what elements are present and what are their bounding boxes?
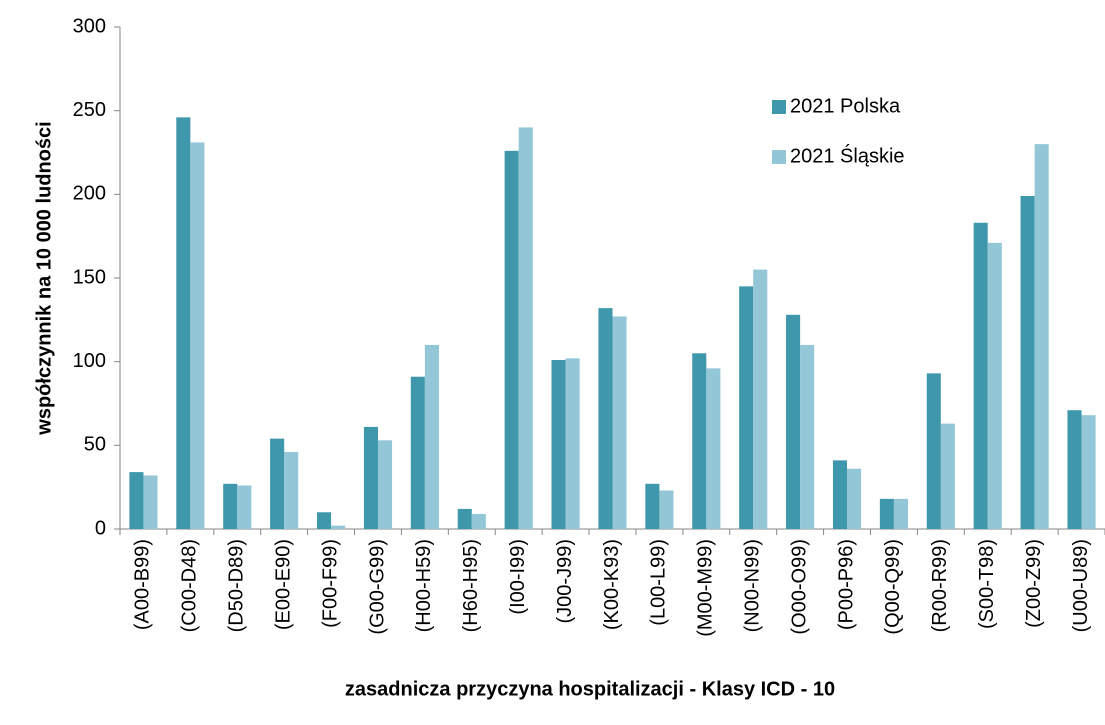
- x-tick-label: (A00-B99): [132, 539, 154, 630]
- legend-swatch: [772, 100, 786, 114]
- bar: [1034, 144, 1049, 529]
- x-tick-label: (Z00-Z99): [1023, 539, 1045, 628]
- bar: [1067, 410, 1082, 529]
- bar: [739, 286, 754, 529]
- x-tick-label: (L00-L99): [648, 539, 670, 626]
- bar: [800, 344, 815, 529]
- x-tick-label: (J00-J99): [554, 539, 576, 623]
- bar: [504, 150, 519, 529]
- x-tick-label: (K00-K93): [601, 539, 623, 630]
- bar: [987, 242, 1002, 530]
- bar: [237, 485, 252, 529]
- bar: [331, 525, 346, 529]
- x-tick-label: (G00-G99): [366, 539, 388, 635]
- x-tick-label: (O00-O99): [788, 539, 810, 635]
- x-tick-label: (F00-F99): [319, 539, 341, 628]
- legend-label: 2021 Śląskie: [790, 143, 905, 167]
- bar: [223, 483, 238, 529]
- bar: [786, 314, 801, 529]
- bar: [565, 358, 580, 529]
- x-tick-label: (Q00-Q99): [882, 539, 904, 635]
- x-tick-label: (H00-H59): [413, 539, 435, 632]
- bar: [1020, 196, 1035, 530]
- y-tick-label: 150: [73, 266, 106, 288]
- x-tick-label: (N00-N99): [741, 539, 763, 632]
- bar: [363, 426, 378, 529]
- x-tick-label: (H60-H95): [460, 539, 482, 632]
- x-axis-title: zasadnicza przyczyna hospitalizacji - Kl…: [345, 678, 835, 700]
- bar: [879, 498, 894, 529]
- bar: [551, 359, 566, 529]
- x-tick-label: (S00-T98): [976, 539, 998, 629]
- bar: [645, 483, 660, 529]
- bar: [1081, 415, 1096, 529]
- bar: [424, 344, 439, 529]
- bar: [457, 508, 472, 529]
- bar: [270, 438, 285, 529]
- y-tick-label: 100: [73, 350, 106, 372]
- bar: [317, 512, 332, 529]
- y-tick-label: 50: [84, 434, 106, 456]
- x-tick-label: (I00-I99): [507, 539, 529, 615]
- x-tick-label: (D50-D89): [226, 539, 248, 632]
- x-tick-label: (P00-P96): [835, 539, 857, 630]
- bar: [847, 468, 862, 529]
- bar: [659, 490, 674, 529]
- bar: [893, 498, 908, 529]
- x-tick-label: (U00-U89): [1070, 539, 1092, 632]
- bar: [143, 475, 158, 529]
- x-tick-label: (R00-R99): [929, 539, 951, 632]
- bar: [926, 373, 941, 529]
- y-tick-label: 250: [73, 99, 106, 121]
- bar: [832, 460, 848, 529]
- legend-label: 2021 Polska: [790, 95, 901, 117]
- bar: [598, 308, 613, 529]
- bar: [176, 117, 191, 530]
- bar: [706, 368, 721, 529]
- y-tick-label: 200: [73, 183, 106, 205]
- bar: [129, 472, 144, 529]
- bar: [753, 269, 768, 529]
- bar: [471, 513, 486, 529]
- bar: [410, 376, 425, 529]
- bar: [518, 127, 533, 530]
- x-tick-label: (C00-D48): [179, 539, 201, 632]
- bar: [940, 423, 955, 529]
- legend-swatch: [772, 150, 786, 164]
- y-tick-label: 300: [73, 15, 106, 37]
- bar: [284, 452, 299, 529]
- x-tick-label: (M00-M99): [695, 539, 717, 637]
- bar: [377, 440, 393, 529]
- bar: [692, 353, 707, 529]
- bar: [612, 316, 627, 529]
- y-axis-title: współczynnik na 10 000 ludności: [33, 121, 55, 435]
- y-tick-label: 0: [95, 517, 106, 539]
- bar: [973, 222, 988, 529]
- bar: [190, 142, 205, 529]
- x-tick-label: (E00-E90): [272, 539, 294, 630]
